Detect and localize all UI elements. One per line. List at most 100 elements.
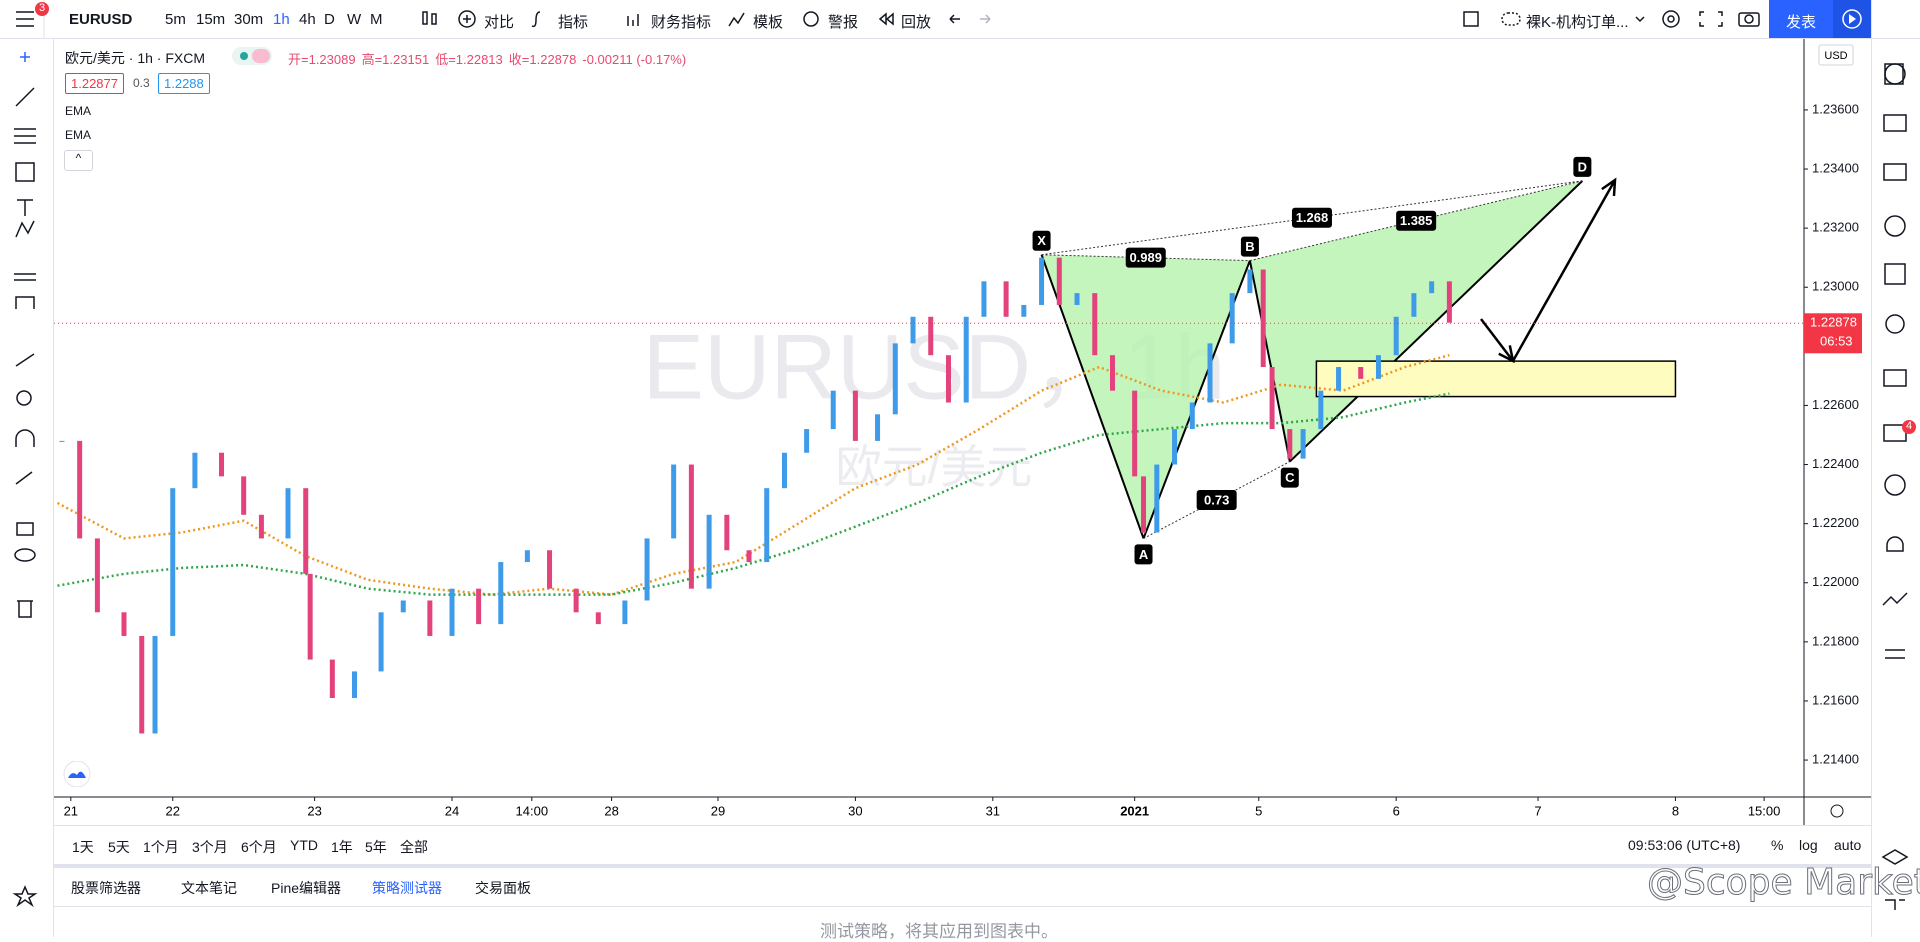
range-button[interactable]: 5年 bbox=[365, 839, 387, 855]
range-button[interactable]: 3个月 bbox=[192, 839, 228, 855]
candle-body bbox=[524, 550, 530, 563]
candle-body bbox=[152, 635, 158, 734]
candle-body bbox=[77, 440, 83, 539]
candle-body bbox=[476, 588, 482, 625]
layout-name[interactable]: 裸K-机构订单... bbox=[1526, 14, 1629, 31]
toolbar-button[interactable]: 警报 bbox=[828, 14, 859, 31]
interval-button[interactable]: D bbox=[324, 11, 335, 28]
x-tick-label: 15:00 bbox=[1748, 803, 1781, 818]
x-tick-label: 2021 bbox=[1120, 803, 1149, 818]
candle-body bbox=[192, 452, 198, 489]
candle-body bbox=[121, 612, 127, 636]
candle-body bbox=[945, 355, 951, 403]
interval-button[interactable]: 5m bbox=[165, 11, 186, 28]
toolbar-icons bbox=[16, 0, 1871, 38]
candle-body bbox=[498, 562, 504, 625]
candle-body bbox=[1429, 281, 1435, 294]
tab[interactable]: Pine编辑器 bbox=[271, 880, 342, 896]
candle-body bbox=[1056, 257, 1062, 305]
candle-body bbox=[1393, 316, 1399, 356]
candle-body bbox=[1074, 293, 1080, 305]
range-button[interactable]: YTD bbox=[290, 837, 318, 853]
ratio-label: 1.385 bbox=[1400, 213, 1433, 228]
pattern-point bbox=[1280, 467, 1299, 488]
candle-body bbox=[1141, 476, 1147, 533]
arrow-head bbox=[1601, 177, 1617, 197]
range-button[interactable]: 1年 bbox=[331, 839, 353, 855]
pattern-point-label: B bbox=[1245, 239, 1254, 254]
bid-box[interactable]: 1.22877 bbox=[65, 73, 124, 94]
scale-option[interactable]: % bbox=[1771, 837, 1784, 853]
scale-option[interactable]: auto bbox=[1834, 837, 1862, 853]
left-toolbar bbox=[0, 39, 54, 937]
candle-body bbox=[1411, 293, 1417, 317]
candle-body bbox=[928, 316, 934, 356]
range-button[interactable]: 1天 bbox=[72, 839, 94, 855]
interval-button[interactable]: 1h bbox=[273, 11, 290, 28]
y-tick-label: 1.22200 bbox=[1812, 515, 1859, 530]
candle-body bbox=[963, 316, 969, 403]
clock: 09:53:06 (UTC+8) bbox=[1628, 837, 1741, 853]
y-tick-label: 1.23400 bbox=[1812, 160, 1859, 175]
candle-body bbox=[804, 429, 810, 453]
range-button[interactable]: 6个月 bbox=[241, 839, 277, 855]
x-tick-label: 8 bbox=[1672, 803, 1679, 818]
candle-body bbox=[400, 600, 406, 613]
candle-body bbox=[573, 588, 579, 613]
ask-box[interactable]: 1.2288 bbox=[158, 73, 210, 94]
divider bbox=[54, 864, 1871, 868]
candle-body bbox=[285, 488, 291, 539]
range-button[interactable]: 1个月 bbox=[143, 839, 179, 855]
candle-body bbox=[981, 281, 987, 317]
candle-body bbox=[781, 452, 787, 489]
candle-body bbox=[1003, 281, 1009, 317]
x-tick-label: 21 bbox=[64, 803, 78, 818]
ohlc-value: 开=1.23089 bbox=[288, 52, 356, 67]
currency: USD bbox=[1824, 50, 1847, 62]
pattern-point-label: D bbox=[1578, 159, 1587, 174]
pattern-point bbox=[1240, 236, 1259, 257]
collapse-button[interactable]: ^ bbox=[64, 150, 93, 171]
interval-button[interactable]: M bbox=[370, 11, 383, 28]
candle-body bbox=[219, 452, 225, 477]
interval-button[interactable]: W bbox=[347, 11, 362, 28]
y-tick-label: 1.23000 bbox=[1812, 279, 1859, 294]
toolbar-button[interactable]: 回放 bbox=[901, 14, 932, 31]
candle-body bbox=[622, 600, 628, 625]
tab[interactable]: 股票筛选器 bbox=[71, 880, 141, 896]
tab[interactable]: 交易面板 bbox=[475, 880, 531, 896]
candle-body bbox=[1318, 390, 1324, 430]
x-tick-label: 5 bbox=[1255, 803, 1262, 818]
candle-body bbox=[547, 550, 553, 589]
widget-icons bbox=[1881, 63, 1916, 910]
scale-option[interactable]: log bbox=[1799, 837, 1818, 853]
candle-body bbox=[1189, 402, 1195, 430]
candle-body bbox=[892, 343, 898, 415]
y-tick-label: 1.23200 bbox=[1812, 220, 1859, 235]
candle-body bbox=[1154, 464, 1160, 533]
candle-body bbox=[1039, 257, 1045, 305]
drawing-tools bbox=[12, 52, 38, 908]
toolbar-button[interactable]: 指标 bbox=[558, 14, 589, 31]
candle-body bbox=[910, 316, 916, 344]
toolbar-button[interactable]: 模板 bbox=[753, 14, 784, 31]
candle-body bbox=[1336, 367, 1342, 391]
symbol[interactable]: EURUSD bbox=[69, 11, 133, 28]
x-tick-label: 29 bbox=[711, 803, 725, 818]
publish-button[interactable]: 发表 bbox=[1785, 14, 1816, 31]
interval-button[interactable]: 30m bbox=[234, 11, 264, 28]
arrow bbox=[1511, 179, 1617, 362]
range-button[interactable]: 5天 bbox=[108, 839, 130, 855]
interval-button[interactable]: 15m bbox=[196, 11, 226, 28]
y-tick-label: 1.22600 bbox=[1812, 397, 1859, 412]
interval-button[interactable]: 4h bbox=[299, 11, 316, 28]
candle-body bbox=[1446, 281, 1452, 323]
range-button[interactable]: 全部 bbox=[400, 839, 428, 855]
toolbar-button[interactable]: 对比 bbox=[484, 14, 515, 31]
pattern-point bbox=[1573, 156, 1592, 177]
tab[interactable]: 策略测试器 bbox=[372, 880, 442, 896]
tab[interactable]: 文本笔记 bbox=[181, 880, 237, 896]
last-price-box bbox=[1804, 313, 1862, 354]
toolbar-button[interactable]: 财务指标 bbox=[651, 14, 712, 31]
x-tick-label: 7 bbox=[1534, 803, 1541, 818]
